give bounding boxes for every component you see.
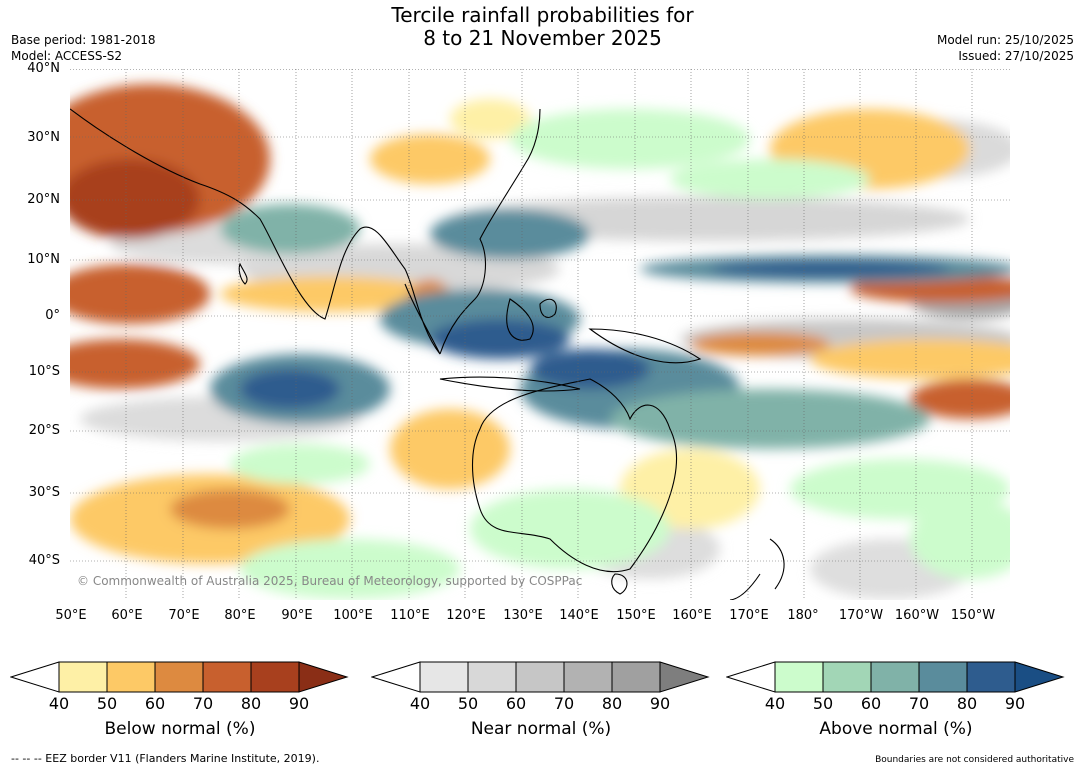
probability-map (70, 69, 1010, 600)
colorbar-below-upper-arrow (298, 661, 349, 693)
lat-label: 0° (45, 308, 60, 323)
lon-label: 50°E (55, 608, 87, 623)
colorbar-below-segment (202, 661, 252, 693)
colorbar-near-segment (563, 661, 613, 693)
colorbar-near-lower-arrow (370, 661, 421, 693)
cb-below-tick: 60 (144, 694, 166, 713)
colorbar-above-segment (774, 661, 824, 693)
lon-label: 70°E (168, 608, 200, 623)
lon-label: 140°E (559, 608, 599, 623)
colorbar-above-graphic (725, 661, 1065, 693)
cb-above-tick: 90 (1004, 694, 1026, 713)
cb-below-tick: 70 (192, 694, 214, 713)
lat-label: 30°N (27, 130, 60, 145)
colorbar-above-lower-arrow (725, 661, 776, 693)
colorbar-above-upper-arrow (1014, 661, 1065, 693)
lon-label: 100°E (333, 608, 373, 623)
title-line-2: 8 to 21 November 2025 (423, 26, 662, 50)
lon-label: 170°W (838, 608, 884, 623)
colorbar-near-label: Near normal (%) (470, 719, 612, 739)
lon-label: 120°E (446, 608, 486, 623)
colorbar-below-segment (106, 661, 156, 693)
cb-above-tick: 40 (764, 694, 786, 713)
lon-label: 60°E (111, 608, 143, 623)
probability-field (70, 84, 1010, 599)
lat-label: 20°S (28, 423, 60, 438)
issued-date: Issued: 27/10/2025 (958, 49, 1074, 63)
colorbar-above-segment (966, 661, 1016, 693)
boundaries-disclaimer: Boundaries are not considered authoritat… (875, 755, 1074, 765)
colorbar-near-segment (419, 661, 469, 693)
copyright-notice: © Commonwealth of Australia 2025, Bureau… (77, 574, 583, 588)
lon-label: 180° (787, 608, 819, 623)
lon-label: 90°E (281, 608, 313, 623)
lat-label: 10°S (28, 364, 60, 379)
cb-below-tick: 90 (288, 694, 310, 713)
cb-below-tick: 80 (240, 694, 262, 713)
cb-near-tick: 40 (409, 694, 431, 713)
model-name: Model: ACCESS-S2 (11, 49, 123, 63)
colorbar-above-segment (918, 661, 968, 693)
lon-label: 130°E (503, 608, 543, 623)
cb-near-tick: 60 (505, 694, 527, 713)
cb-above-tick: 60 (860, 694, 882, 713)
colorbar-near-upper-arrow (659, 661, 710, 693)
colorbar-below (9, 661, 350, 693)
colorbar-below-segment (58, 661, 108, 693)
cb-below-tick: 50 (96, 694, 118, 713)
lon-label: 110°E (390, 608, 430, 623)
lat-label: 10°N (27, 252, 60, 267)
meta-right: Model run: 25/10/2025 Issued: 27/10/2025 (937, 32, 1074, 64)
map-canvas (70, 69, 1010, 600)
cb-above-tick: 80 (956, 694, 978, 713)
lon-label: 150°E (616, 608, 656, 623)
lon-label: 80°E (224, 608, 256, 623)
lat-label: 20°N (27, 192, 60, 207)
lat-label: 40°N (27, 61, 60, 76)
graticule (70, 69, 1010, 600)
colorbar-near (370, 661, 711, 693)
lon-label: 170°E (729, 608, 769, 623)
cb-below-tick: 40 (48, 694, 70, 713)
model-run: Model run: 25/10/2025 (936, 33, 1074, 47)
colorbar-below-label: Below normal (%) (104, 719, 256, 739)
colorbar-near-segment (611, 661, 661, 693)
cb-near-tick: 70 (553, 694, 575, 713)
colorbar-near-segment (515, 661, 565, 693)
cb-above-tick: 70 (908, 694, 930, 713)
eez-footnote: -- -- -- EEZ border V11 (Flanders Marine… (11, 752, 320, 765)
colorbar-above-label: Above normal (%) (819, 719, 973, 739)
lon-label: 160°E (672, 608, 712, 623)
colorbar-above (725, 661, 1066, 693)
map-title: Tercile rainfall probabilities for 8 to … (0, 4, 1085, 50)
colorbar-below-segment (250, 661, 300, 693)
cb-near-tick: 90 (649, 694, 671, 713)
colorbar-above-segment (822, 661, 872, 693)
lon-label: 150°W (950, 608, 996, 623)
title-line-1: Tercile rainfall probabilities for (391, 3, 694, 27)
lat-label: 30°S (28, 485, 60, 500)
colorbar-above-segment (870, 661, 920, 693)
lon-label: 160°W (894, 608, 940, 623)
colorbar-below-segment (154, 661, 204, 693)
cb-near-tick: 50 (457, 694, 479, 713)
cb-above-tick: 50 (812, 694, 834, 713)
base-period: Base period: 1981-2018 (11, 33, 156, 47)
colorbar-below-graphic (9, 661, 349, 693)
colorbar-near-segment (467, 661, 517, 693)
colorbar-near-graphic (370, 661, 710, 693)
meta-left: Base period: 1981-2018 Model: ACCESS-S2 (11, 32, 156, 64)
cb-near-tick: 80 (601, 694, 623, 713)
lat-label: 40°S (28, 553, 60, 568)
colorbar-below-lower-arrow (9, 661, 60, 693)
